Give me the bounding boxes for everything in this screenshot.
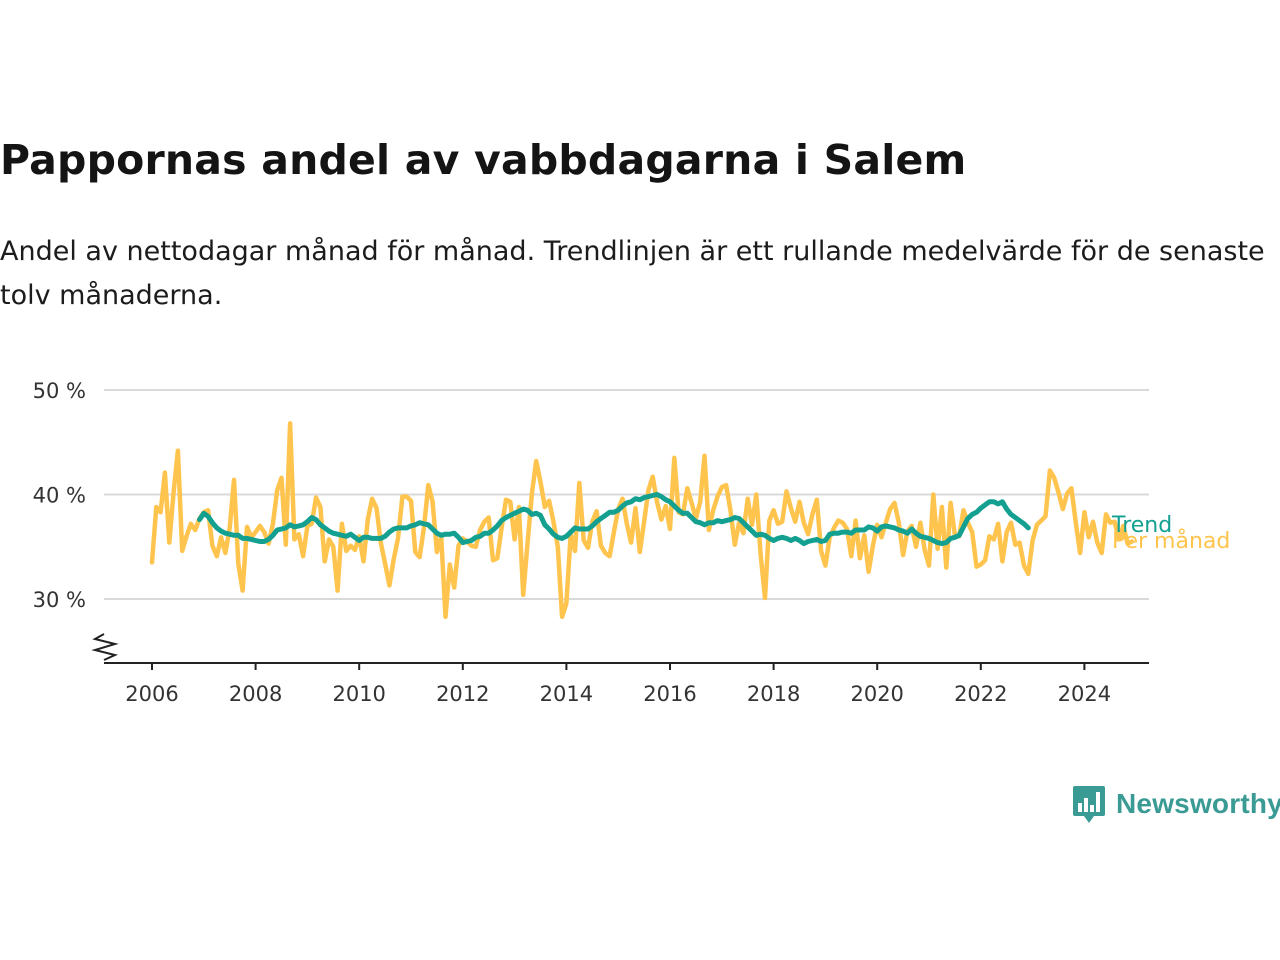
x-tick-label: 2014 [540, 682, 593, 706]
chart-subtitle: Andel av nettodagar månad för månad. Tre… [0, 236, 1265, 311]
y-tick-label: 40 % [33, 484, 86, 508]
x-tick-label: 2010 [332, 682, 385, 706]
y-tick-label: 30 % [33, 588, 86, 612]
x-tick-label: 2008 [229, 682, 282, 706]
x-tick-label: 2022 [954, 682, 1007, 706]
series-line-trend [197, 492, 1031, 547]
x-axis [91, 633, 1149, 664]
x-tick-label: 2020 [850, 682, 903, 706]
newsworthy-logo-icon [1073, 786, 1105, 823]
newsworthy-logo: Newsworthy [1072, 784, 1280, 824]
y-axis-ticks: 30 % 40 % 50 % [33, 379, 86, 612]
x-axis-ticks: 2006 2008 2010 2012 2014 2016 2018 2020 2022 2024 [125, 663, 1111, 706]
gridlines [104, 389, 1149, 600]
chart-title: Pappornas andel av vabbdagarna i Salem [0, 136, 967, 184]
series-line-per-m-nad [149, 421, 1135, 620]
x-tick-label: 2012 [436, 682, 489, 706]
series-label-per-m-nad: Per månad [1112, 528, 1230, 554]
x-tick-label: 2016 [643, 682, 696, 706]
y-tick-label: 50 % [33, 379, 86, 403]
x-tick-label: 2006 [125, 682, 178, 706]
series-label-trend: Trend [1111, 513, 1172, 538]
axis-break-icon [91, 633, 119, 661]
series-lines [149, 421, 1135, 620]
x-tick-label: 2024 [1058, 682, 1111, 706]
x-tick-label: 2018 [747, 682, 800, 706]
newsworthy-wordmark: Newsworthy [1116, 788, 1280, 819]
